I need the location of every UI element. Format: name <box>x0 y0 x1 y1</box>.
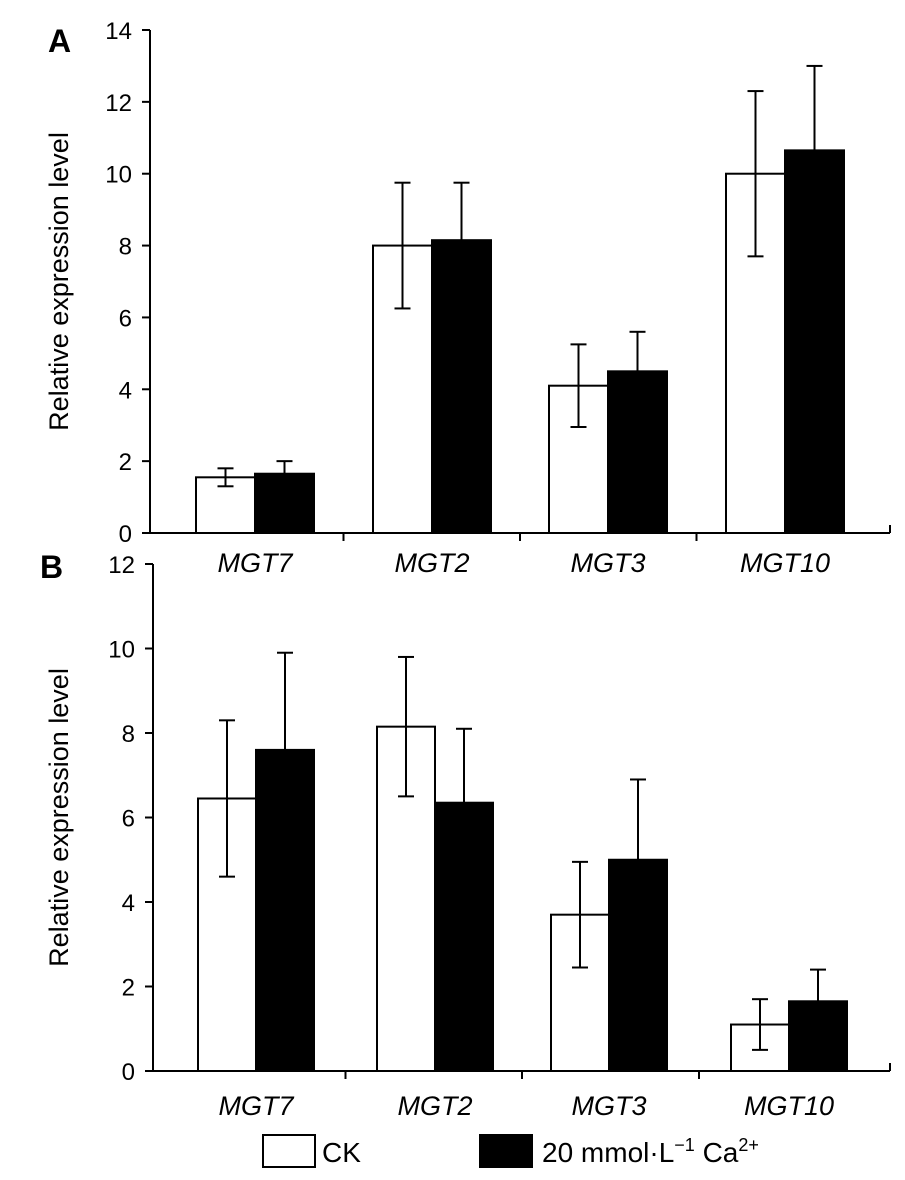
legend-ca-prefix: 20 mmol·L <box>542 1137 674 1168</box>
y-tick-label: 4 <box>119 377 132 404</box>
category-label: MGT3 <box>571 1091 646 1121</box>
y-tick-label: 2 <box>119 449 132 476</box>
y-tick-label: 0 <box>119 521 132 548</box>
legend-label-ck: CK <box>322 1137 361 1168</box>
y-tick-label: 8 <box>119 234 132 261</box>
y-tick-label: 2 <box>122 975 135 1002</box>
y-tick-label: 14 <box>105 18 132 45</box>
y-axis-label: Relative expression level <box>44 668 74 967</box>
y-tick-label: 10 <box>105 162 132 189</box>
category-label: MGT10 <box>744 1091 834 1121</box>
legend-ca-sup1: −1 <box>674 1135 695 1155</box>
y-tick-label: 6 <box>122 806 135 833</box>
y-tick-label: 8 <box>122 721 135 748</box>
panel-a-chart: 0 2 4 6 8 10 12 14 MGT7 MGT2 MGT3 MGT10 Relative exp… <box>44 18 891 578</box>
category-label: MGT2 <box>397 1091 472 1121</box>
panel-label: B <box>40 549 63 585</box>
category-label: MGT7 <box>217 548 293 578</box>
panel-b-chart: 0 2 4 6 8 10 12 MGT7 MGT2 MGT3 MGT10 Relative expre… <box>40 549 891 1121</box>
y-tick-label: 0 <box>122 1059 135 1086</box>
legend-swatch-ca <box>479 1134 533 1168</box>
legend-ca-mid: Ca <box>695 1137 739 1168</box>
y-tick-label: 12 <box>105 90 132 117</box>
category-label: MGT7 <box>218 1091 294 1121</box>
legend-swatch-ck <box>262 1134 316 1168</box>
category-label: MGT3 <box>570 548 645 578</box>
panel-label: A <box>48 23 71 59</box>
category-label: MGT10 <box>740 548 830 578</box>
category-label: MGT2 <box>394 548 469 578</box>
legend-label-ca: 20 mmol·L−1 Ca2+ <box>542 1135 759 1168</box>
y-tick-label: 6 <box>119 305 132 332</box>
y-axis-label: Relative expression level <box>44 132 74 431</box>
y-tick-label: 4 <box>122 890 135 917</box>
legend-ca-sup2: 2+ <box>738 1135 759 1155</box>
y-tick-label: 10 <box>108 637 135 664</box>
legend: CK 20 mmol·L−1 Ca2+ <box>262 1134 759 1168</box>
y-tick-label: 12 <box>108 552 135 579</box>
